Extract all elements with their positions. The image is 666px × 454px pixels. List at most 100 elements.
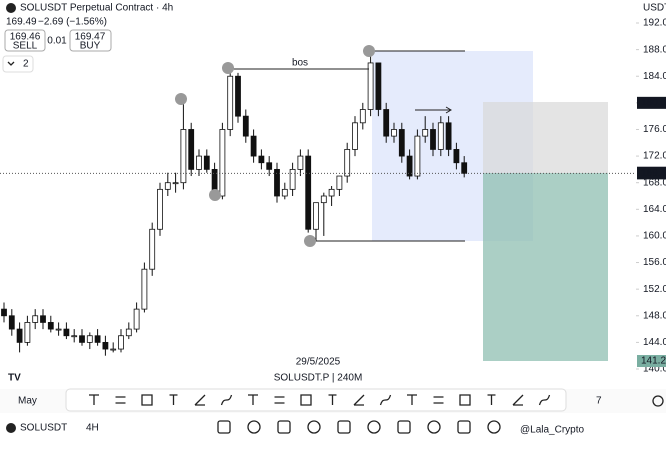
tool-icon[interactable] — [300, 394, 312, 406]
candle-body — [422, 129, 429, 137]
symbol-icon — [6, 423, 16, 433]
candle-body — [235, 75, 241, 117]
candle-body — [320, 195, 327, 204]
y-tick-label: 176.0 — [643, 124, 666, 135]
tool-icon[interactable] — [141, 394, 153, 406]
tool-icon[interactable] — [274, 396, 285, 404]
bottom-icon[interactable] — [247, 420, 261, 434]
candle-body — [344, 149, 351, 177]
candle-body — [383, 109, 390, 137]
settings-icon[interactable] — [652, 395, 664, 407]
candle-body — [86, 335, 93, 343]
candle-body — [55, 328, 62, 331]
tool-icon[interactable] — [248, 394, 258, 405]
price-change: −2.69 (−1.56%) — [38, 17, 107, 28]
candle-body — [180, 129, 187, 184]
candle-body — [359, 109, 366, 124]
candle-body — [305, 155, 312, 230]
candle-body — [414, 135, 421, 177]
y-tick-label: 172.0 — [643, 151, 666, 162]
last-price: 169.49 — [6, 17, 37, 28]
bottom-icon[interactable] — [457, 420, 471, 434]
y-tick-label: 160.0 — [643, 231, 666, 242]
bottom-icon[interactable] — [307, 420, 321, 434]
candle-body — [94, 335, 101, 343]
bottom-icon[interactable] — [487, 420, 501, 434]
candle-body — [203, 155, 210, 170]
candle-body — [352, 122, 358, 150]
candle-body — [133, 308, 140, 330]
candle-body — [164, 182, 171, 190]
candle-body — [274, 168, 280, 197]
tool-icon[interactable] — [487, 394, 496, 405]
tool-icon[interactable] — [459, 394, 471, 406]
tool-icon[interactable] — [194, 394, 206, 406]
tool-icon[interactable] — [220, 394, 233, 406]
candle-body — [16, 328, 23, 343]
spread: 0.01 — [47, 36, 67, 47]
bos-label: bos — [292, 58, 308, 69]
buy-button[interactable] — [69, 29, 112, 52]
sell-button[interactable] — [4, 29, 46, 52]
bottom-icon[interactable] — [367, 420, 381, 434]
price-tag — [637, 355, 666, 368]
arrow — [415, 106, 452, 114]
tv-logo: TV — [8, 373, 21, 384]
swing-point — [363, 45, 375, 57]
toolbar-icons — [89, 394, 551, 406]
tool-icon[interactable] — [328, 394, 337, 405]
candle-body — [391, 129, 397, 137]
candle-body — [102, 341, 109, 350]
candle-body — [461, 162, 468, 174]
tool-icon[interactable] — [115, 396, 126, 404]
candle-body — [24, 322, 31, 343]
tool-icon[interactable] — [379, 394, 392, 406]
logo — [6, 3, 16, 13]
header: SOLUSDT Perpetual Contract · 4h 169.49 −… — [2, 3, 173, 73]
price-tag — [637, 167, 666, 180]
swing-point — [209, 189, 221, 201]
bottom-icon[interactable] — [427, 420, 441, 434]
candle-body — [313, 202, 319, 230]
tool-icon[interactable] — [89, 394, 99, 405]
bottom-icon[interactable] — [217, 420, 231, 434]
price-axis — [636, 0, 666, 390]
bottom-icon[interactable] — [337, 420, 351, 434]
y-tick-label: 156.0 — [643, 257, 666, 268]
price-tag-label: 169.4 — [641, 168, 666, 179]
tool-icon[interactable] — [538, 394, 551, 406]
tool-icon[interactable] — [407, 394, 417, 405]
price-tag — [637, 96, 666, 109]
candle-body — [196, 155, 202, 170]
y-tick-label: 184.0 — [643, 71, 666, 82]
plot-area — [372, 51, 608, 361]
buy-price: 169.47 — [75, 32, 106, 43]
candles — [1, 50, 468, 356]
tool-icon[interactable] — [169, 394, 178, 405]
candle-body — [266, 162, 273, 170]
drawing-toolbar — [65, 388, 567, 412]
bottom-icon[interactable] — [397, 420, 411, 434]
candle-body — [242, 115, 249, 137]
bottom-icon[interactable] — [277, 420, 291, 434]
candle-body — [258, 155, 265, 164]
tool-icon[interactable] — [353, 394, 365, 406]
candle-body — [445, 122, 452, 150]
candle-body — [227, 75, 234, 130]
tool-icon[interactable] — [512, 394, 524, 406]
price-tag-label: 180.0 — [641, 97, 666, 108]
footer-interval[interactable]: 4H — [86, 423, 99, 434]
candle-body — [250, 135, 257, 157]
y-tick-label: 144.0 — [643, 337, 666, 348]
indicator-toggle[interactable] — [2, 55, 34, 73]
footer-symbol[interactable]: SOLUSDT — [20, 423, 67, 434]
candle-body — [8, 315, 15, 330]
date-label: 29/5/2025 — [296, 357, 341, 368]
candle-body — [219, 129, 226, 197]
swing-point — [304, 235, 316, 247]
candle-body — [430, 129, 436, 150]
tool-icon[interactable] — [433, 396, 444, 404]
swing-point — [175, 93, 187, 105]
candle-body — [1, 308, 7, 317]
candle-body — [149, 228, 156, 270]
